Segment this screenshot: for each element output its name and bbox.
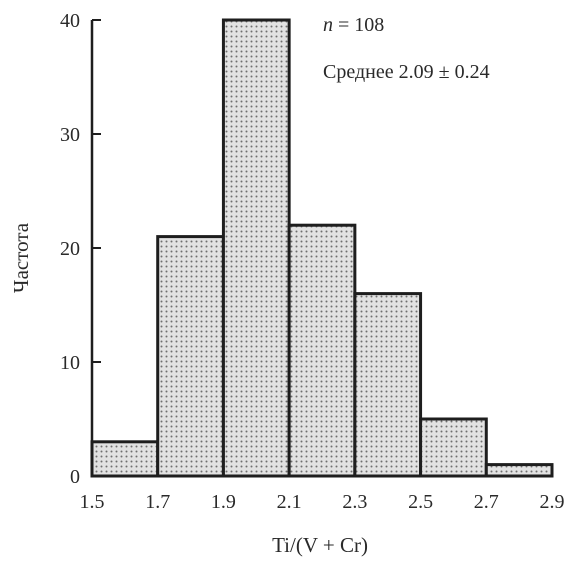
x-tick-label: 1.5: [80, 491, 105, 513]
n-value: = 108: [333, 14, 384, 36]
x-tick-label: 2.1: [277, 491, 302, 513]
mean-annotation: Среднее 2.09 ± 0.24: [323, 61, 490, 83]
sample-size-annotation: n = 108: [323, 14, 384, 36]
histogram-bar: [156, 235, 225, 478]
y-ticks-group: 0 10 20 30 40: [60, 10, 101, 488]
y-tick-label: 20: [60, 238, 80, 260]
n-symbol: n: [323, 14, 333, 36]
histogram-bar: [287, 223, 357, 478]
x-tick-label: 1.9: [211, 491, 236, 513]
y-axis-title: Частота: [9, 222, 33, 293]
x-ticks-group: 1.5 1.7 1.9 2.1 2.3 2.5 2.7 2.9: [80, 468, 565, 513]
x-tick-label: 2.3: [342, 491, 367, 513]
histogram-bar: [419, 417, 488, 478]
histogram-bar: [221, 18, 291, 478]
histogram-bar: [353, 292, 423, 478]
y-tick-label: 10: [60, 352, 80, 374]
y-tick-label: 30: [60, 124, 80, 146]
x-tick-label: 2.9: [540, 491, 565, 513]
histogram-bar: [484, 463, 554, 478]
histogram-bar: [90, 440, 160, 478]
bars-group: [90, 18, 554, 478]
y-tick-label: 40: [60, 10, 80, 32]
x-axis-title: Ti/(V + Cr): [272, 533, 368, 557]
x-tick-label: 2.7: [474, 491, 499, 513]
x-tick-label: 2.5: [408, 491, 433, 513]
y-tick-label: 0: [70, 466, 80, 488]
x-tick-label: 1.7: [145, 491, 170, 513]
